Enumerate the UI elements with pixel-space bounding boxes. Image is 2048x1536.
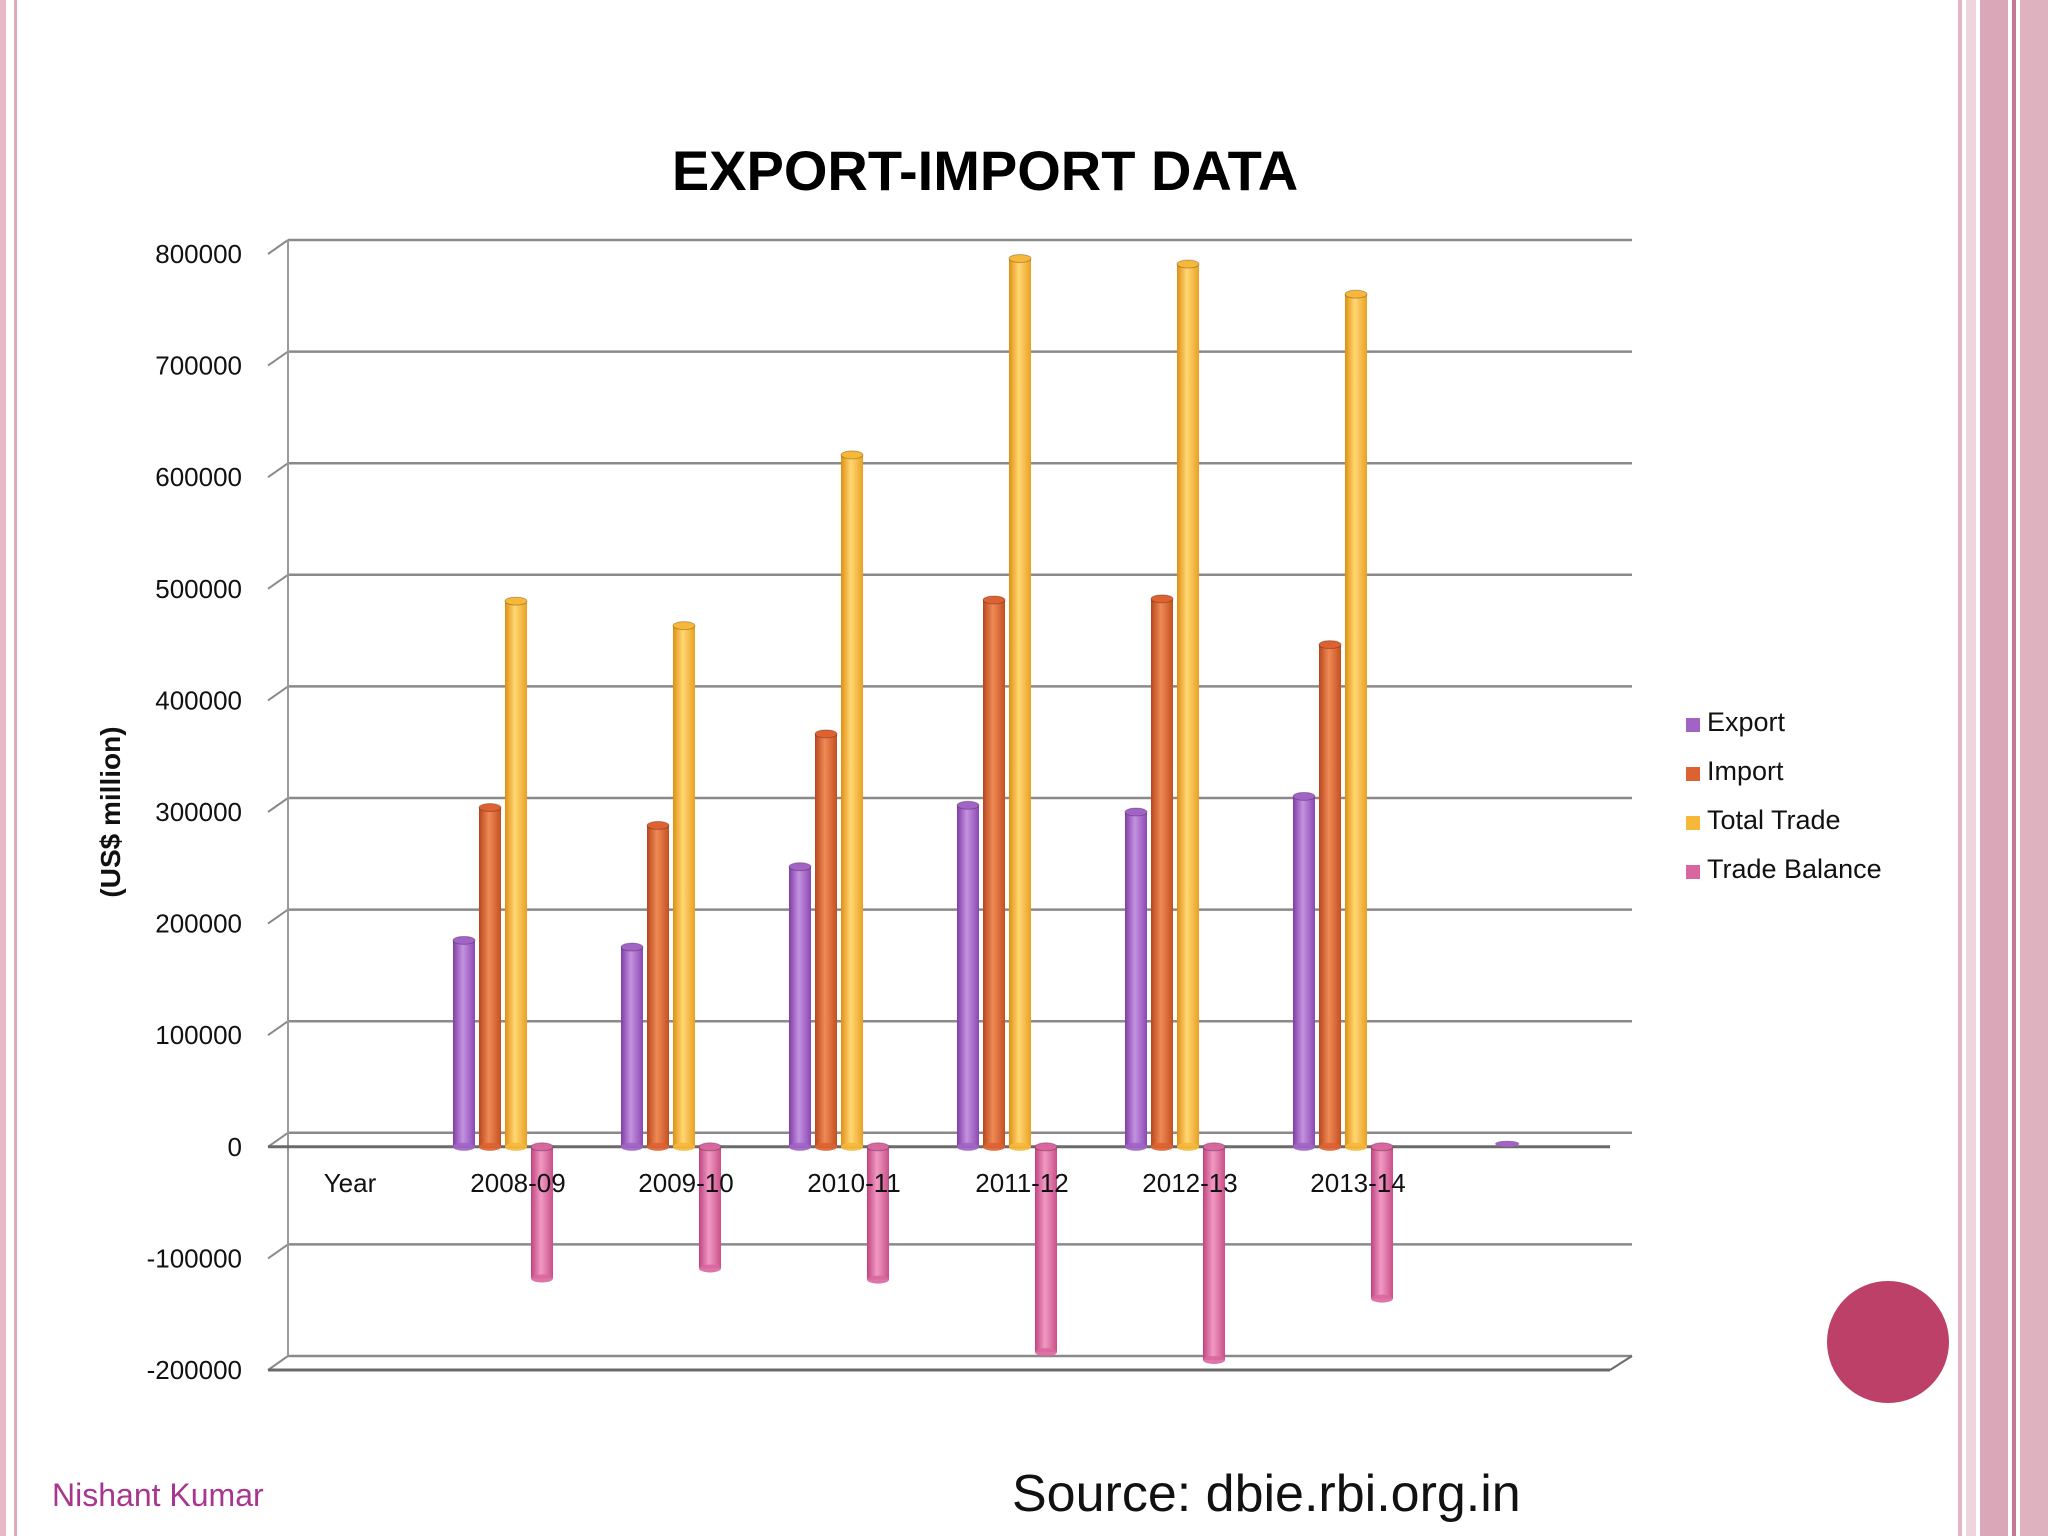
- legend-entry: Import: [1707, 756, 1784, 786]
- bar-export: [1124, 807, 1148, 1151]
- gridline-depth: [267, 1020, 289, 1037]
- y-tick-label: 0: [228, 1132, 242, 1162]
- y-tick-label: 200000: [155, 909, 242, 939]
- bar-trade-balance: [866, 1142, 890, 1284]
- y-tick-label: 300000: [155, 797, 242, 827]
- bar-import: [814, 729, 838, 1151]
- bar-export: [788, 862, 812, 1151]
- y-tick-label: 100000: [155, 1020, 242, 1050]
- bar-export: [956, 800, 980, 1151]
- gridline-depth: [267, 573, 289, 590]
- bar-total-trade: [672, 621, 696, 1151]
- bar-total-trade: [1008, 253, 1032, 1151]
- bar-total-trade: [840, 450, 864, 1151]
- legend: Export Import Total Trade Trade Balance: [1686, 707, 1882, 884]
- bar-import: [1318, 640, 1342, 1151]
- gridline-depth: [267, 350, 289, 367]
- gridline-depth: [267, 797, 289, 813]
- frame-left-bar: [0, 0, 6, 1536]
- legend-entry: Export: [1707, 707, 1786, 737]
- x-tick-label: 2012-13: [1142, 1168, 1237, 1198]
- y-tick-label: -200000: [147, 1355, 242, 1385]
- bar-total-trade: [1344, 289, 1368, 1151]
- legend-swatch: [1686, 767, 1700, 781]
- frame-right-stripe: [1966, 0, 1976, 1536]
- gridline-depth: [267, 1131, 289, 1148]
- bar-export: [620, 942, 644, 1151]
- bar-import: [982, 595, 1006, 1151]
- bar-export: [452, 935, 476, 1151]
- bar-export: [1495, 1140, 1520, 1147]
- floor-depth: [1609, 1355, 1633, 1371]
- y-tick-label: 800000: [155, 239, 242, 269]
- gridline-depth: [267, 908, 289, 925]
- x-tick-label: Year: [324, 1168, 377, 1198]
- grid-lines: [267, 238, 1633, 1372]
- author-name: Nishant Kumar: [52, 1477, 264, 1513]
- bar-trade-balance: [1034, 1142, 1058, 1357]
- y-tick-label: -100000: [147, 1243, 242, 1273]
- legend-swatch: [1686, 816, 1700, 830]
- x-tick-label: 2009-10: [638, 1168, 733, 1198]
- y-axis-label: (US$ million): [95, 726, 126, 897]
- bar-total-trade: [1176, 259, 1200, 1151]
- frame-right-stripe: [1958, 0, 1962, 1536]
- bar-trade-balance: [1202, 1142, 1226, 1364]
- frame-left-line: [14, 0, 17, 1536]
- bar-trade-balance: [1370, 1142, 1394, 1303]
- bar-import: [478, 803, 502, 1151]
- y-tick-label: 400000: [155, 685, 242, 715]
- x-tick-label: 2011-12: [975, 1168, 1069, 1198]
- bar-total-trade: [504, 596, 528, 1151]
- x-tick-label: 2008-09: [470, 1168, 565, 1198]
- x-tick-label: 2013-14: [1310, 1168, 1405, 1198]
- gridline-depth: [267, 462, 289, 479]
- legend-swatch: [1686, 865, 1700, 879]
- gridline-depth: [267, 1355, 289, 1371]
- legend-swatch: [1686, 718, 1700, 732]
- y-tick-label: 500000: [155, 574, 242, 604]
- x-tick-label: 2010-11: [807, 1168, 901, 1198]
- legend-entry: Total Trade: [1707, 805, 1841, 835]
- x-axis-ticks: Year 2008-09 2009-10 2010-11 2011-12 2012-13 2…: [324, 1168, 1406, 1198]
- bar-trade-balance: [698, 1142, 722, 1273]
- gridline-depth: [267, 239, 289, 255]
- chart-title: EXPORT-IMPORT DATA: [672, 139, 1298, 202]
- bars: [452, 253, 1520, 1364]
- frame-right-stripe: [1980, 0, 2008, 1536]
- frame-right-stripe: [2020, 0, 2048, 1536]
- y-tick-label: 700000: [155, 351, 242, 381]
- legend-entry: Trade Balance: [1707, 854, 1882, 884]
- source-citation: Source: dbie.rbi.org.in: [1012, 1465, 1521, 1523]
- decorative-circle: [1827, 1281, 1949, 1403]
- bar-import: [646, 820, 670, 1151]
- gridline-depth: [267, 685, 289, 702]
- y-axis-ticks: 800000 700000 600000 500000 400000 300000 2000…: [147, 239, 242, 1385]
- bar-trade-balance: [530, 1142, 554, 1283]
- gridline-depth: [267, 1243, 289, 1260]
- bar-export: [1292, 791, 1316, 1151]
- frame-right-stripe: [2012, 0, 2016, 1536]
- y-tick-label: 600000: [155, 462, 242, 492]
- bar-import: [1150, 594, 1174, 1151]
